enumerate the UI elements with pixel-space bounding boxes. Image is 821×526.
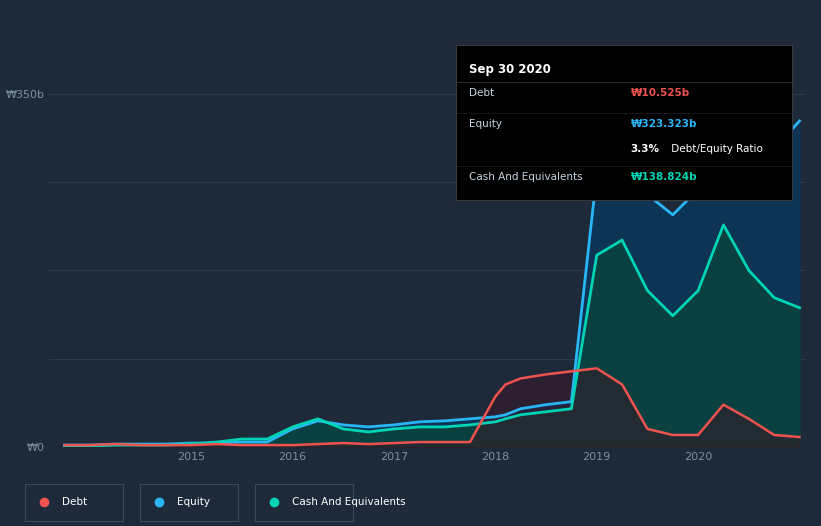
- Text: ₩323.323b: ₩323.323b: [631, 119, 697, 129]
- Text: Debt/Equity Ratio: Debt/Equity Ratio: [667, 144, 763, 154]
- Text: Sep 30 2020: Sep 30 2020: [469, 63, 551, 76]
- Text: 3.3%: 3.3%: [631, 144, 660, 154]
- Text: Equity: Equity: [469, 119, 502, 129]
- Text: Debt: Debt: [469, 88, 494, 98]
- Text: Debt: Debt: [62, 497, 87, 508]
- Text: ₩10.525b: ₩10.525b: [631, 88, 690, 98]
- Text: Cash And Equivalents: Cash And Equivalents: [469, 172, 583, 182]
- Text: Cash And Equivalents: Cash And Equivalents: [292, 497, 406, 508]
- Text: Equity: Equity: [177, 497, 210, 508]
- Text: ₩138.824b: ₩138.824b: [631, 172, 697, 182]
